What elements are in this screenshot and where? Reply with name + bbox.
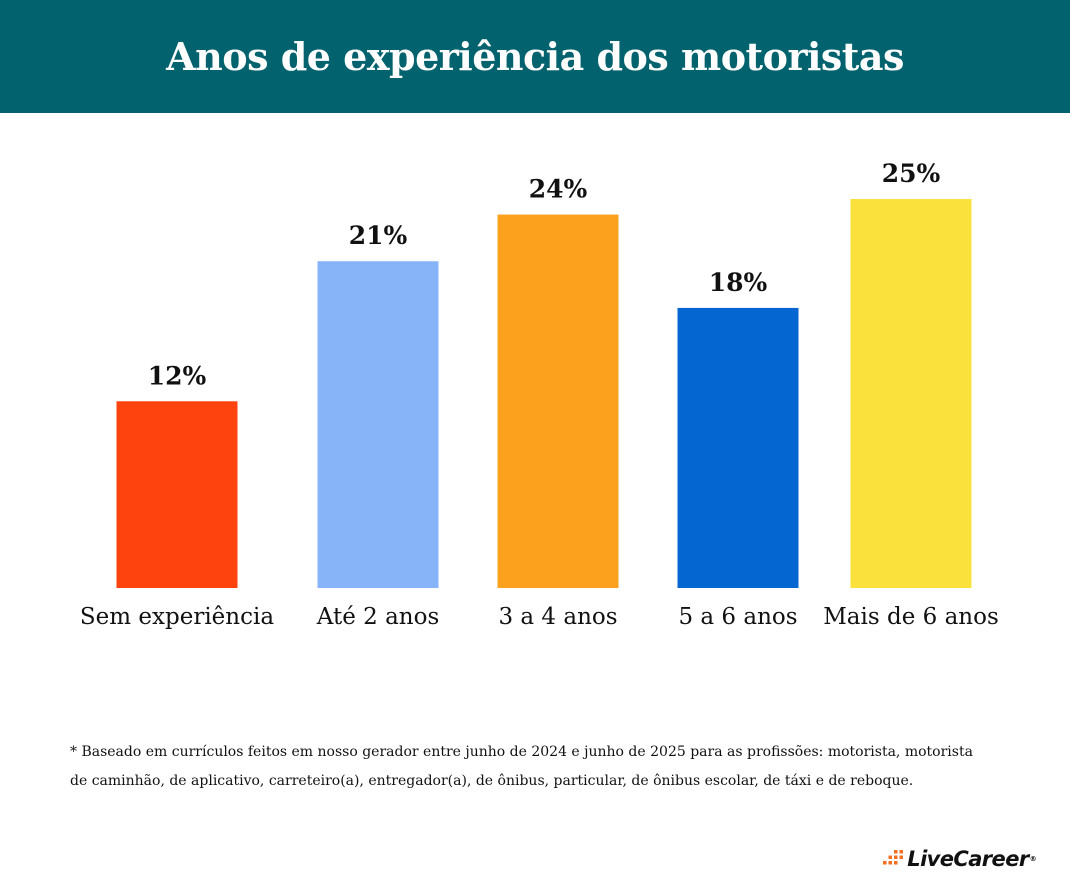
footnote-line-2: de caminhão, de aplicativo, carreteiro(a… <box>70 773 914 789</box>
data-label-mais-de-6-anos: 25% <box>882 159 941 188</box>
category-label-3-a-4-anos: 3 a 4 anos <box>498 604 617 630</box>
logo-text: LiveCareer <box>907 847 1029 871</box>
bar-3-a-4-anos <box>497 214 619 588</box>
bar-5-a-6-anos <box>677 307 799 588</box>
chart-title: Anos de experiência dos motoristas <box>166 34 904 79</box>
bar-chart: 12% Sem experiência 21% Até 2 anos 24% 3 a 4 … <box>80 159 999 630</box>
category-label-mais-de-6-anos: Mais de 6 anos <box>823 604 999 630</box>
footnote-line-1: * Baseado em currículos feitos em nosso … <box>70 744 973 760</box>
bar-sem-experiencia <box>116 401 238 588</box>
data-label-ate-2-anos: 21% <box>349 221 408 250</box>
livecareer-logo: LiveCareer ® <box>883 847 1037 871</box>
logo-dots-icon <box>883 847 904 871</box>
data-label-3-a-4-anos: 24% <box>529 175 588 204</box>
category-label-5-a-6-anos: 5 a 6 anos <box>678 604 797 630</box>
bar-mais-de-6-anos <box>850 199 972 588</box>
category-label-sem-experiencia: Sem experiência <box>80 604 274 630</box>
header-banner: Anos de experiência dos motoristas <box>0 0 1070 113</box>
data-label-5-a-6-anos: 18% <box>709 268 768 297</box>
category-label-ate-2-anos: Até 2 anos <box>316 604 440 630</box>
data-label-sem-experiencia: 12% <box>148 361 207 390</box>
logo-trademark: ® <box>1029 855 1037 863</box>
bar-ate-2-anos <box>317 261 439 588</box>
footnote: * Baseado em currículos feitos em nosso … <box>70 738 1020 796</box>
